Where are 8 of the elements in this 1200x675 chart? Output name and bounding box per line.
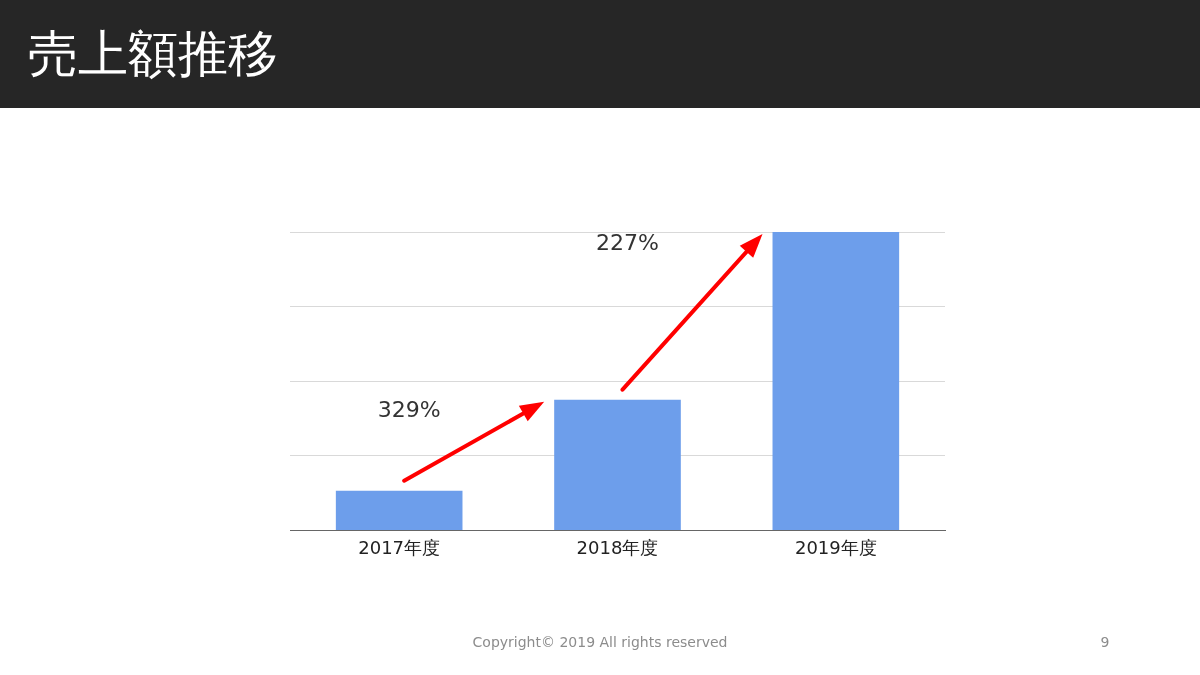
x-tick-label: 2018年度 bbox=[576, 536, 659, 558]
x-tick-label: 2019年度 bbox=[794, 536, 877, 558]
text: 9 bbox=[1099, 634, 1111, 650]
x-tick-label: 2017年度 bbox=[358, 536, 441, 558]
text: Copyright© 2019 All rights reserved bbox=[472, 634, 728, 650]
annotation: 329% bbox=[377, 397, 441, 423]
chart-title: 売上額推移 bbox=[28, 24, 278, 85]
annotation: 227% bbox=[596, 229, 659, 255]
